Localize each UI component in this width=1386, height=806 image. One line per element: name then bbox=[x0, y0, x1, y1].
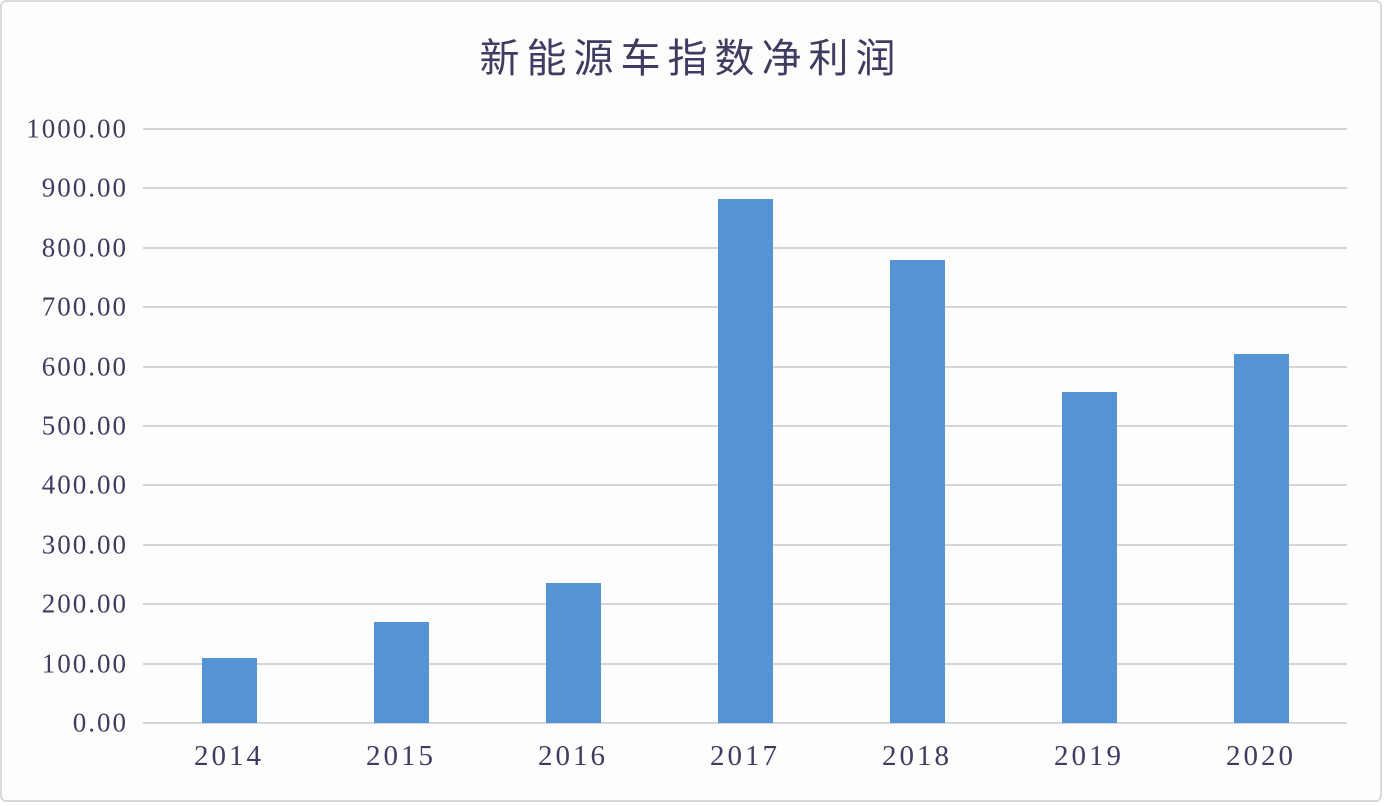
x-axis-line bbox=[143, 722, 1347, 724]
bar-2019 bbox=[1061, 391, 1117, 723]
y-axis: 1000.00 900.00 800.00 700.00 600.00 500.00 400… bbox=[20, 114, 128, 738]
y-tick-label: 700.00 bbox=[41, 291, 128, 322]
x-tick-label: 2018 bbox=[882, 740, 952, 772]
y-tick-label: 900.00 bbox=[41, 172, 128, 203]
y-tick-label: 800.00 bbox=[41, 232, 128, 263]
gridline bbox=[143, 128, 1347, 130]
y-tick-label: 500.00 bbox=[41, 410, 128, 441]
bar-2020 bbox=[1233, 353, 1289, 723]
x-axis: 2014 2015 2016 2017 2018 2019 2020 bbox=[143, 740, 1347, 782]
bar-2016 bbox=[545, 582, 601, 723]
bar-2015 bbox=[373, 622, 429, 723]
bar-2014 bbox=[201, 657, 257, 723]
x-tick-label: 2015 bbox=[366, 740, 436, 772]
y-tick-label: 600.00 bbox=[41, 351, 128, 382]
chart-title: 新能源车指数净利润 bbox=[479, 36, 903, 81]
x-tick-label: 2019 bbox=[1054, 740, 1124, 772]
x-tick-label: 2017 bbox=[710, 740, 780, 772]
y-tick-label: 100.00 bbox=[41, 648, 128, 679]
y-tick-label: 300.00 bbox=[41, 529, 128, 560]
gridline bbox=[143, 187, 1347, 190]
y-tick-label: 200.00 bbox=[41, 588, 128, 619]
x-tick-label: 2020 bbox=[1226, 740, 1296, 772]
bar-2018 bbox=[889, 259, 945, 723]
y-tick-label: 400.00 bbox=[41, 469, 128, 500]
bar-2017 bbox=[717, 199, 773, 723]
x-tick-label: 2014 bbox=[194, 740, 264, 772]
y-tick-label: 0.00 bbox=[72, 707, 128, 738]
plot-area bbox=[143, 128, 1347, 724]
y-tick-label: 1000.00 bbox=[26, 113, 128, 144]
x-tick-label: 2016 bbox=[538, 740, 608, 772]
